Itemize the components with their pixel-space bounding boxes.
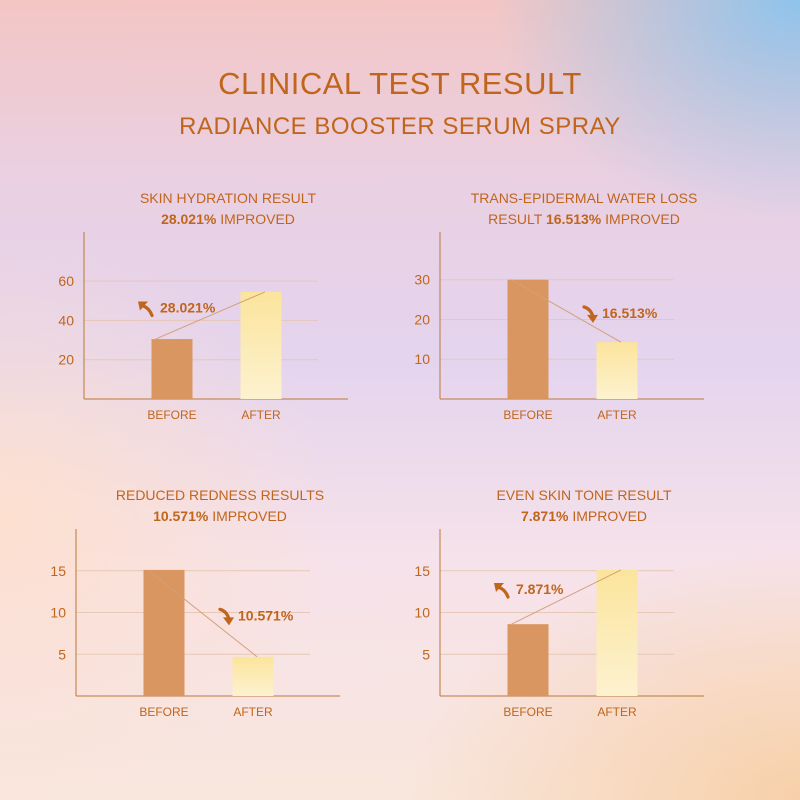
y-tick-label: 15: [414, 563, 430, 579]
y-tick-label: 20: [58, 352, 74, 368]
x-category-label: BEFORE: [139, 705, 188, 719]
chart-title-percent: 10.571%: [153, 508, 209, 524]
change-percent-label: 7.871%: [516, 581, 564, 597]
trend-connector: [511, 279, 622, 343]
x-category-label: BEFORE: [147, 408, 196, 422]
chart-title-line1: SKIN HYDRATION RESULT: [139, 190, 317, 206]
y-tick-label: 20: [414, 311, 430, 327]
y-tick-label: 30: [414, 272, 430, 288]
x-category-label: AFTER: [241, 408, 281, 422]
chart-title-percent: 16.513%: [545, 211, 602, 227]
page-subtitle: RADIANCE BOOSTER SERUM SPRAY: [179, 113, 621, 140]
y-tick-label: 10: [414, 351, 430, 367]
chart-title-prefix: RESULT: [488, 211, 546, 227]
chart-title: SKIN HYDRATION RESULT 28.021% IMPROVED: [58, 188, 398, 230]
chart-title: TRANS-EPIDERMAL WATER LOSS RESULT 16.513…: [414, 188, 754, 230]
chart-title-line1: REDUCED REDNESS RESULTS: [115, 487, 325, 503]
chart-title-suffix: IMPROVED: [568, 508, 648, 524]
chart-panel-water-loss: TRANS-EPIDERMAL WATER LOSS RESULT 16.513…: [414, 188, 754, 458]
bar-before: [507, 624, 549, 696]
chart-title-line1: EVEN SKIN TONE RESULT: [496, 487, 672, 503]
change-percent-label: 10.571%: [238, 607, 294, 623]
chart-panel-skin-tone: EVEN SKIN TONE RESULT 7.871% IMPROVED 5 1…: [414, 485, 754, 755]
x-category-label: BEFORE: [503, 408, 552, 422]
x-category-label: BEFORE: [503, 705, 552, 719]
bar-before: [143, 569, 185, 696]
bar-after: [596, 342, 638, 399]
bar-after: [240, 291, 282, 399]
y-tick-label: 5: [422, 646, 430, 662]
arrow-up-icon: [494, 583, 510, 599]
y-tick-label: 40: [58, 312, 74, 328]
change-percent-label: 28.021%: [160, 300, 216, 316]
chart-title: REDUCED REDNESS RESULTS 10.571% IMPROVED: [50, 485, 390, 527]
chart-title-suffix: IMPROVED: [601, 211, 680, 227]
chart-panel-redness: REDUCED REDNESS RESULTS 10.571% IMPROVED…: [50, 485, 390, 755]
y-tick-label: 60: [58, 273, 74, 289]
chart-title-suffix: IMPROVED: [216, 211, 295, 227]
arrow-up-icon: [138, 301, 154, 318]
chart-panel-hydration: SKIN HYDRATION RESULT 28.021% IMPROVED 2…: [58, 188, 398, 458]
bar-chart-water-loss: 10 20 30 BEFORE AFTER 16.513%: [414, 232, 704, 422]
bar-before: [507, 279, 549, 399]
bar-chart-hydration: 20 40 60 BEFORE AFTER 28.021%: [58, 232, 348, 422]
chart-title-suffix: IMPROVED: [208, 508, 287, 524]
chart-title-percent: 7.871%: [520, 508, 569, 524]
trend-connector: [147, 569, 258, 658]
bar-after: [596, 569, 638, 696]
chart-title: EVEN SKIN TONE RESULT 7.871% IMPROVED: [414, 485, 754, 527]
bar-chart-redness: 5 10 15 BEFORE AFTER 10.571%: [50, 529, 340, 719]
chart-title-percent: 28.021%: [161, 211, 217, 227]
y-tick-label: 10: [414, 605, 430, 621]
bar-chart-skin-tone: 5 10 15 BEFORE AFTER 7.871%: [414, 529, 704, 719]
trend-connector: [155, 291, 266, 340]
arrow-down-icon: [218, 607, 234, 626]
bar-before: [151, 339, 193, 399]
x-category-label: AFTER: [233, 705, 273, 719]
page-title: CLINICAL TEST RESULT: [218, 66, 582, 101]
x-category-label: AFTER: [597, 408, 637, 422]
chart-title-line1: TRANS-EPIDERMAL WATER LOSS: [470, 190, 698, 206]
y-tick-label: 15: [50, 563, 66, 579]
y-tick-label: 5: [58, 646, 66, 662]
x-category-label: AFTER: [597, 705, 637, 719]
arrow-down-icon: [582, 305, 598, 323]
trend-connector: [511, 569, 622, 625]
y-tick-label: 10: [50, 605, 66, 621]
change-percent-label: 16.513%: [602, 305, 658, 321]
bar-after: [232, 656, 274, 696]
